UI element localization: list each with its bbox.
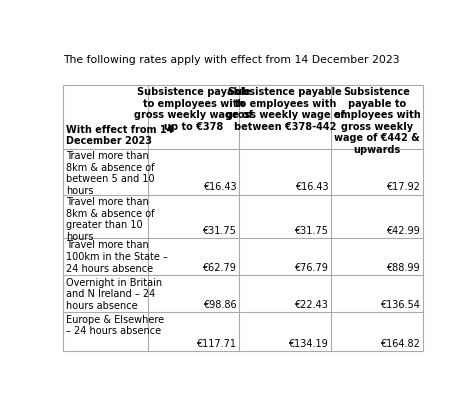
Text: €31.75: €31.75 [202, 226, 237, 236]
Text: With effect from 14
December 2023: With effect from 14 December 2023 [66, 125, 173, 146]
Text: The following rates apply with effect from 14 December 2023: The following rates apply with effect fr… [63, 55, 400, 65]
Text: €98.86: €98.86 [203, 300, 237, 310]
Text: €62.79: €62.79 [202, 263, 237, 273]
Text: €134.19: €134.19 [289, 339, 328, 349]
Text: Travel more than
8km & absence of
between 5 and 10
hours: Travel more than 8km & absence of betwee… [66, 151, 155, 196]
Text: €16.43: €16.43 [203, 182, 237, 192]
Text: Subsistence payable
to employees with
gross weekly wage of
up to €378: Subsistence payable to employees with gr… [134, 87, 253, 132]
Text: €76.79: €76.79 [294, 263, 328, 273]
Text: €16.43: €16.43 [294, 182, 328, 192]
Text: €117.71: €117.71 [196, 339, 237, 349]
Text: €136.54: €136.54 [380, 300, 420, 310]
Text: Subsistence
payable to
employees with
gross weekly
wage of €442 &
upwards: Subsistence payable to employees with gr… [334, 87, 420, 155]
Text: €164.82: €164.82 [380, 339, 420, 349]
Text: €22.43: €22.43 [294, 300, 328, 310]
Text: Overnight in Britain
and N Ireland – 24
hours absence: Overnight in Britain and N Ireland – 24 … [66, 278, 162, 311]
Text: Travel more than
8km & absence of
greater than 10
hours: Travel more than 8km & absence of greate… [66, 197, 155, 242]
Text: €17.92: €17.92 [386, 182, 420, 192]
Text: Europe & Elsewhere
– 24 hours absence: Europe & Elsewhere – 24 hours absence [66, 315, 164, 336]
Text: €42.99: €42.99 [386, 226, 420, 236]
Text: €88.99: €88.99 [386, 263, 420, 273]
Text: €31.75: €31.75 [294, 226, 328, 236]
Text: Subsistence payable
to employees with
gross weekly wage of
between €378-442: Subsistence payable to employees with gr… [226, 87, 345, 132]
Text: Travel more than
100km in the State –
24 hours absence: Travel more than 100km in the State – 24… [66, 240, 168, 273]
